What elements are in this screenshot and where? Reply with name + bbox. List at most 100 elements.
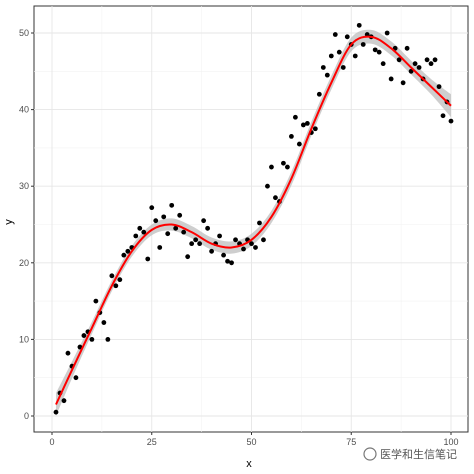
- x-tick-label: 25: [147, 437, 157, 447]
- data-point: [65, 350, 71, 356]
- data-point: [53, 409, 59, 415]
- data-point: [157, 245, 163, 250]
- y-tick-label: 20: [19, 258, 29, 268]
- data-point: [101, 320, 107, 325]
- data-point: [189, 241, 195, 247]
- data-point: [241, 246, 246, 252]
- data-point: [412, 61, 418, 67]
- y-tick-label: 10: [19, 334, 29, 344]
- data-point: [205, 225, 211, 231]
- panel-background: [33, 5, 469, 433]
- data-point: [261, 237, 266, 243]
- y-tick-label: 40: [19, 105, 29, 115]
- data-point: [416, 65, 422, 70]
- data-point: [89, 337, 95, 342]
- data-point: [105, 337, 111, 342]
- data-point: [312, 126, 318, 132]
- smooth-line-group: [55, 35, 452, 405]
- data-point: [428, 61, 434, 67]
- x-tick-label: 0: [49, 437, 54, 447]
- data-point: [165, 231, 171, 237]
- data-point: [109, 273, 115, 279]
- data-point: [141, 229, 147, 235]
- data-point: [300, 122, 306, 128]
- data-point: [324, 72, 330, 78]
- x-tick-label: 75: [346, 437, 356, 447]
- smooth-line: [55, 35, 452, 405]
- data-point: [137, 225, 143, 231]
- y-tick-label: 30: [19, 181, 29, 191]
- data-point: [229, 260, 234, 266]
- data-point: [181, 229, 187, 235]
- y-axis-title: y: [3, 219, 15, 225]
- data-point: [292, 114, 298, 120]
- x-axis-title: x: [246, 458, 252, 470]
- data-point: [269, 164, 274, 170]
- data-point: [185, 254, 191, 260]
- data-point: [249, 241, 254, 247]
- data-point: [161, 214, 167, 220]
- data-point: [304, 120, 310, 126]
- data-point: [396, 57, 402, 63]
- watermark-text: 医学和生信笔记: [380, 447, 457, 461]
- data-point: [380, 61, 386, 67]
- data-point: [440, 113, 446, 119]
- data-point: [145, 256, 151, 262]
- x-axis-ticks: 0 25 50 75 100: [49, 432, 459, 447]
- data-point: [332, 32, 338, 37]
- data-point: [81, 333, 87, 338]
- data-point: [221, 252, 226, 258]
- data-point: [340, 65, 346, 70]
- wechat-icon: [363, 447, 377, 461]
- data-point: [404, 45, 410, 51]
- data-point: [408, 68, 414, 74]
- data-point: [225, 258, 230, 264]
- data-point: [289, 134, 294, 139]
- data-point: [328, 53, 334, 59]
- data-point: [77, 344, 83, 350]
- y-axis-ticks: 0 10 20 30 40 50: [19, 28, 34, 421]
- data-point: [173, 225, 179, 231]
- data-point: [265, 183, 270, 189]
- data-point: [372, 47, 378, 53]
- data-point: [384, 30, 390, 36]
- data-point: [376, 49, 382, 55]
- data-point: [316, 91, 322, 97]
- data-point: [197, 241, 203, 247]
- data-point: [281, 160, 286, 166]
- data-point: [193, 237, 199, 243]
- data-point: [121, 252, 127, 258]
- data-point: [177, 212, 183, 218]
- data-point: [113, 283, 119, 289]
- data-point: [117, 277, 123, 283]
- data-point: [356, 22, 362, 28]
- data-point: [233, 237, 238, 243]
- data-point: [448, 118, 454, 124]
- data-point: [336, 49, 342, 55]
- data-point: [432, 57, 438, 63]
- y-tick-label: 50: [19, 28, 29, 38]
- data-point: [125, 248, 131, 254]
- data-point: [209, 248, 215, 254]
- data-point: [360, 42, 366, 47]
- data-point: [436, 84, 442, 90]
- data-point: [169, 202, 175, 208]
- y-tick-label: 0: [24, 411, 29, 421]
- data-point: [424, 57, 430, 63]
- watermark: 医学和生信笔记: [363, 447, 457, 461]
- data-point: [285, 164, 290, 170]
- data-point: [352, 53, 358, 59]
- data-point: [273, 195, 278, 201]
- data-point: [344, 34, 350, 40]
- x-tick-label: 50: [246, 437, 256, 447]
- data-point: [388, 76, 394, 82]
- data-point: [133, 233, 139, 239]
- data-point: [93, 298, 99, 304]
- x-tick-label: 100: [443, 437, 458, 447]
- data-point: [61, 398, 67, 404]
- data-point: [153, 218, 159, 224]
- data-point: [253, 245, 258, 250]
- data-point: [217, 233, 222, 239]
- data-point: [320, 65, 326, 70]
